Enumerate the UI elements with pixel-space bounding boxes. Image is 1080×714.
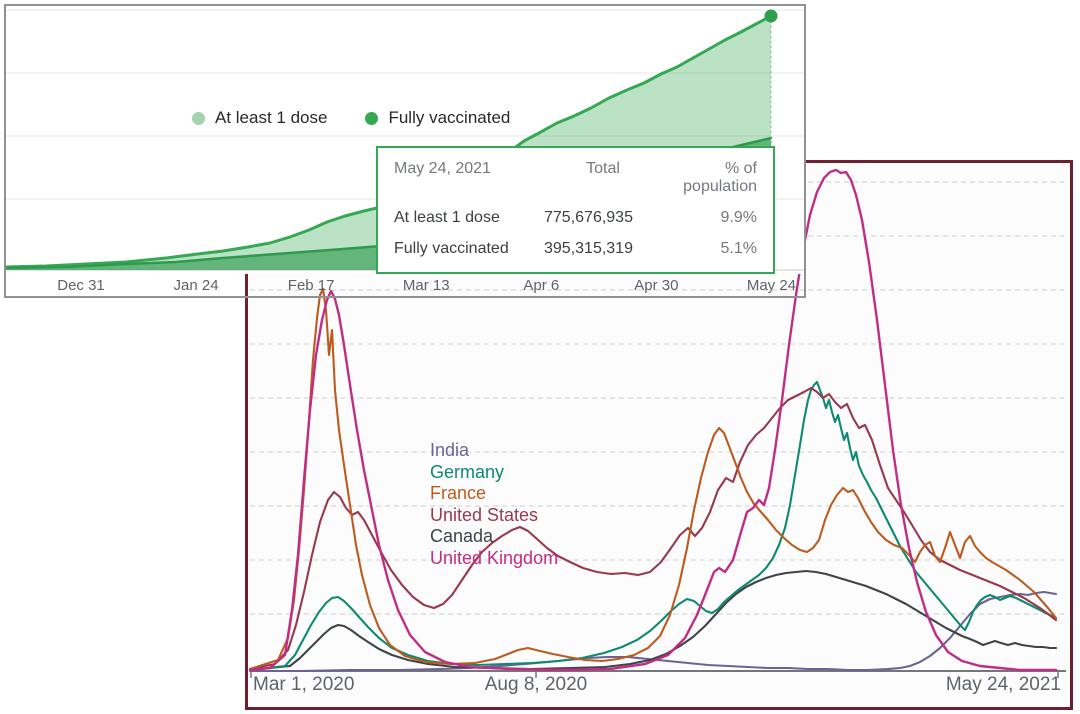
- x-tick-label: Jan 24: [173, 277, 219, 294]
- x-tick-label: Apr 6: [523, 277, 560, 294]
- x-tick-label-mid: Aug 8, 2020: [484, 674, 588, 695]
- vaccination-legend: At least 1 dose Fully vaccinated: [192, 108, 510, 128]
- tooltip-pct-header: % of population: [683, 160, 757, 195]
- legend-item-united-states[interactable]: United States: [430, 504, 539, 525]
- vaccination-plot-area: At least 1 dose Fully vaccinated May 24,…: [4, 6, 804, 274]
- legend-label: Fully vaccinated: [388, 108, 511, 127]
- vaccination-chart-window: At least 1 dose Fully vaccinated May 24,…: [4, 4, 806, 298]
- x-tick-label: Feb 17: [287, 277, 335, 294]
- legend-item-germany[interactable]: Germany: [430, 461, 505, 482]
- legend-item-france[interactable]: France: [430, 483, 487, 503]
- legend-dot-light-green: [192, 111, 205, 125]
- tooltip-date: May 24, 2021: [394, 160, 491, 177]
- tooltip-row-pct: 5.1%: [720, 240, 757, 257]
- tooltip-total-header: Total: [586, 160, 620, 177]
- legend-item-india[interactable]: India: [430, 440, 470, 460]
- tooltip-row-label: At least 1 dose: [394, 209, 500, 226]
- legend-item-canada[interactable]: Canada: [430, 526, 494, 546]
- vaccination-x-axis: Dec 31 Jan 24 Feb 17 Mar 13 Apr 6 Apr 30…: [6, 274, 804, 296]
- legend-label: At least 1 dose: [215, 108, 328, 127]
- legend-item-fully-vaccinated[interactable]: Fully vaccinated: [365, 108, 510, 128]
- tooltip-row-label: Fully vaccinated: [394, 240, 509, 257]
- vaccination-tooltip: May 24, 2021 Total % of population At le…: [376, 146, 775, 274]
- legend-item-at-least-1-dose[interactable]: At least 1 dose: [192, 108, 327, 128]
- x-tick-label: Apr 30: [634, 277, 679, 294]
- tooltip-row-pct: 9.9%: [720, 209, 757, 226]
- x-tick-label: May 24: [746, 277, 797, 294]
- legend-dot-green: [365, 111, 379, 125]
- legend-item-united-kingdom[interactable]: United Kingdom: [430, 547, 559, 568]
- cases-line-chart-plot[interactable]: [248, 163, 1070, 707]
- x-tick-label-end: May 24, 2021: [945, 674, 1061, 695]
- x-tick-label: Dec 31: [57, 277, 105, 294]
- tooltip-row-total: 395,315,319: [544, 240, 633, 257]
- country-legend: India Germany France United States Canad…: [430, 440, 558, 569]
- x-tick-label: Mar 13: [402, 277, 450, 294]
- tooltip-row-total: 775,676,935: [544, 209, 633, 226]
- cases-x-axis: Mar 1, 2020 Aug 8, 2020 May 24, 2021: [248, 674, 1070, 706]
- x-tick-label-start: Mar 1, 2020: [253, 674, 355, 695]
